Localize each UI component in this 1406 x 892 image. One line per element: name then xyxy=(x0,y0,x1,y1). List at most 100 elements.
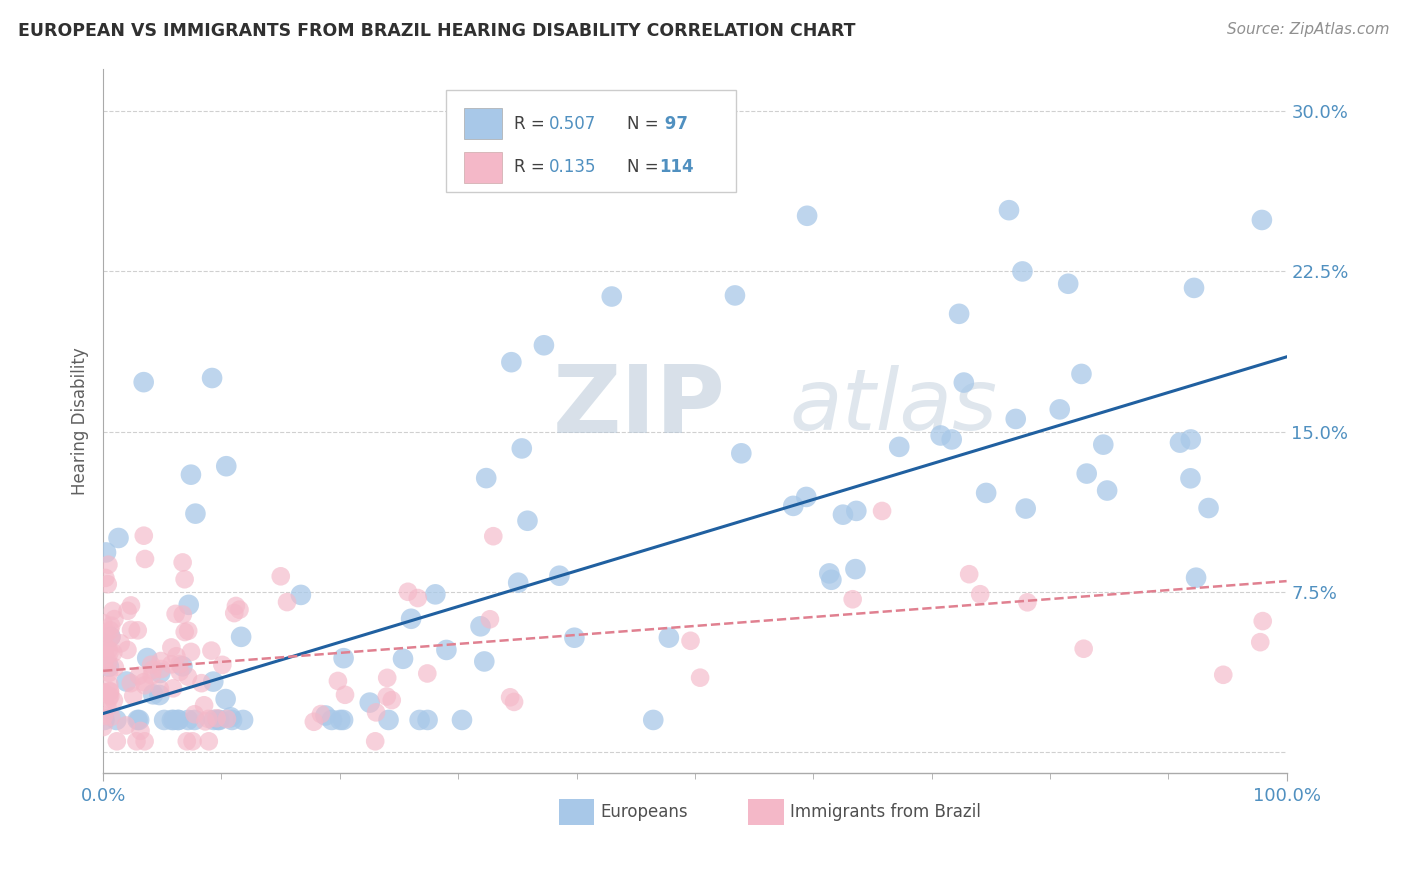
Point xyxy=(93,709,115,723)
Point xyxy=(132,675,155,690)
Text: Immigrants from Brazil: Immigrants from Brazil xyxy=(790,803,980,822)
Point xyxy=(197,734,219,748)
Point xyxy=(94,571,117,585)
Point xyxy=(93,685,115,699)
Point xyxy=(127,624,149,638)
Point xyxy=(94,651,117,665)
Point xyxy=(276,595,298,609)
Point xyxy=(1011,264,1033,278)
Point xyxy=(478,612,501,626)
Point xyxy=(948,307,970,321)
Point xyxy=(167,713,190,727)
Text: EUROPEAN VS IMMIGRANTS FROM BRAZIL HEARING DISABILITY CORRELATION CHART: EUROPEAN VS IMMIGRANTS FROM BRAZIL HEARI… xyxy=(18,22,856,40)
Point xyxy=(845,504,868,518)
Point xyxy=(160,657,183,672)
Point xyxy=(100,710,122,724)
Point xyxy=(516,514,538,528)
Point xyxy=(98,677,121,691)
Point xyxy=(193,698,215,713)
Point xyxy=(332,713,354,727)
Point xyxy=(533,338,555,352)
Point xyxy=(115,674,138,689)
Point xyxy=(1095,483,1118,498)
Point xyxy=(375,671,398,685)
Point xyxy=(969,587,991,601)
Point xyxy=(1057,277,1080,291)
Point xyxy=(139,657,162,672)
Point xyxy=(117,604,139,618)
Point xyxy=(215,459,238,474)
Point xyxy=(149,665,172,680)
Point xyxy=(105,713,128,727)
Point xyxy=(564,631,586,645)
Point xyxy=(416,666,439,681)
Point xyxy=(1017,595,1039,609)
Point xyxy=(392,652,415,666)
Point xyxy=(364,734,387,748)
Point xyxy=(208,713,231,727)
FancyBboxPatch shape xyxy=(748,799,783,825)
Point xyxy=(215,712,238,726)
Text: Europeans: Europeans xyxy=(600,803,688,822)
Point xyxy=(163,713,186,727)
Point xyxy=(125,734,148,748)
Point xyxy=(100,630,122,644)
Point xyxy=(172,607,194,622)
Point xyxy=(326,673,349,688)
Point xyxy=(796,209,818,223)
Point xyxy=(794,490,817,504)
Point xyxy=(176,734,198,748)
Point xyxy=(103,693,125,707)
Point xyxy=(957,567,980,582)
Point xyxy=(1004,412,1026,426)
Point xyxy=(103,646,125,660)
Point xyxy=(889,440,911,454)
Point xyxy=(1180,433,1202,447)
Point xyxy=(97,691,120,706)
Point xyxy=(309,707,332,722)
Point xyxy=(110,636,132,650)
Text: 97: 97 xyxy=(659,115,689,133)
Point xyxy=(98,684,121,698)
Point xyxy=(97,642,120,657)
Point xyxy=(416,713,439,727)
Point xyxy=(98,624,121,638)
Point xyxy=(436,643,458,657)
Point xyxy=(180,645,202,659)
Point xyxy=(302,714,325,729)
Text: R =: R = xyxy=(513,115,550,133)
Point xyxy=(96,700,118,714)
Point xyxy=(221,713,243,727)
Point xyxy=(643,713,665,727)
Point xyxy=(499,690,522,705)
Point xyxy=(165,649,187,664)
Point xyxy=(160,640,183,655)
Text: 114: 114 xyxy=(659,159,695,177)
Text: N =: N = xyxy=(627,159,664,177)
Point xyxy=(200,643,222,657)
Point xyxy=(98,684,121,698)
Point xyxy=(998,203,1021,218)
Point xyxy=(1198,501,1220,516)
Point xyxy=(689,671,711,685)
Point xyxy=(98,659,121,673)
Point xyxy=(132,375,155,389)
Point xyxy=(1180,471,1202,485)
Point xyxy=(142,663,165,677)
Point xyxy=(202,674,225,689)
Point xyxy=(425,587,447,601)
Text: 0.135: 0.135 xyxy=(550,159,596,177)
Text: R =: R = xyxy=(513,159,550,177)
Point xyxy=(329,713,352,727)
Point xyxy=(153,713,176,727)
Point xyxy=(128,713,150,727)
Point xyxy=(658,631,681,645)
Point xyxy=(129,723,152,738)
Point xyxy=(214,692,236,706)
Point xyxy=(202,713,225,727)
Point xyxy=(1251,614,1274,628)
Point xyxy=(98,689,121,703)
Point xyxy=(132,529,155,543)
Point xyxy=(120,623,142,637)
Point xyxy=(91,616,114,631)
